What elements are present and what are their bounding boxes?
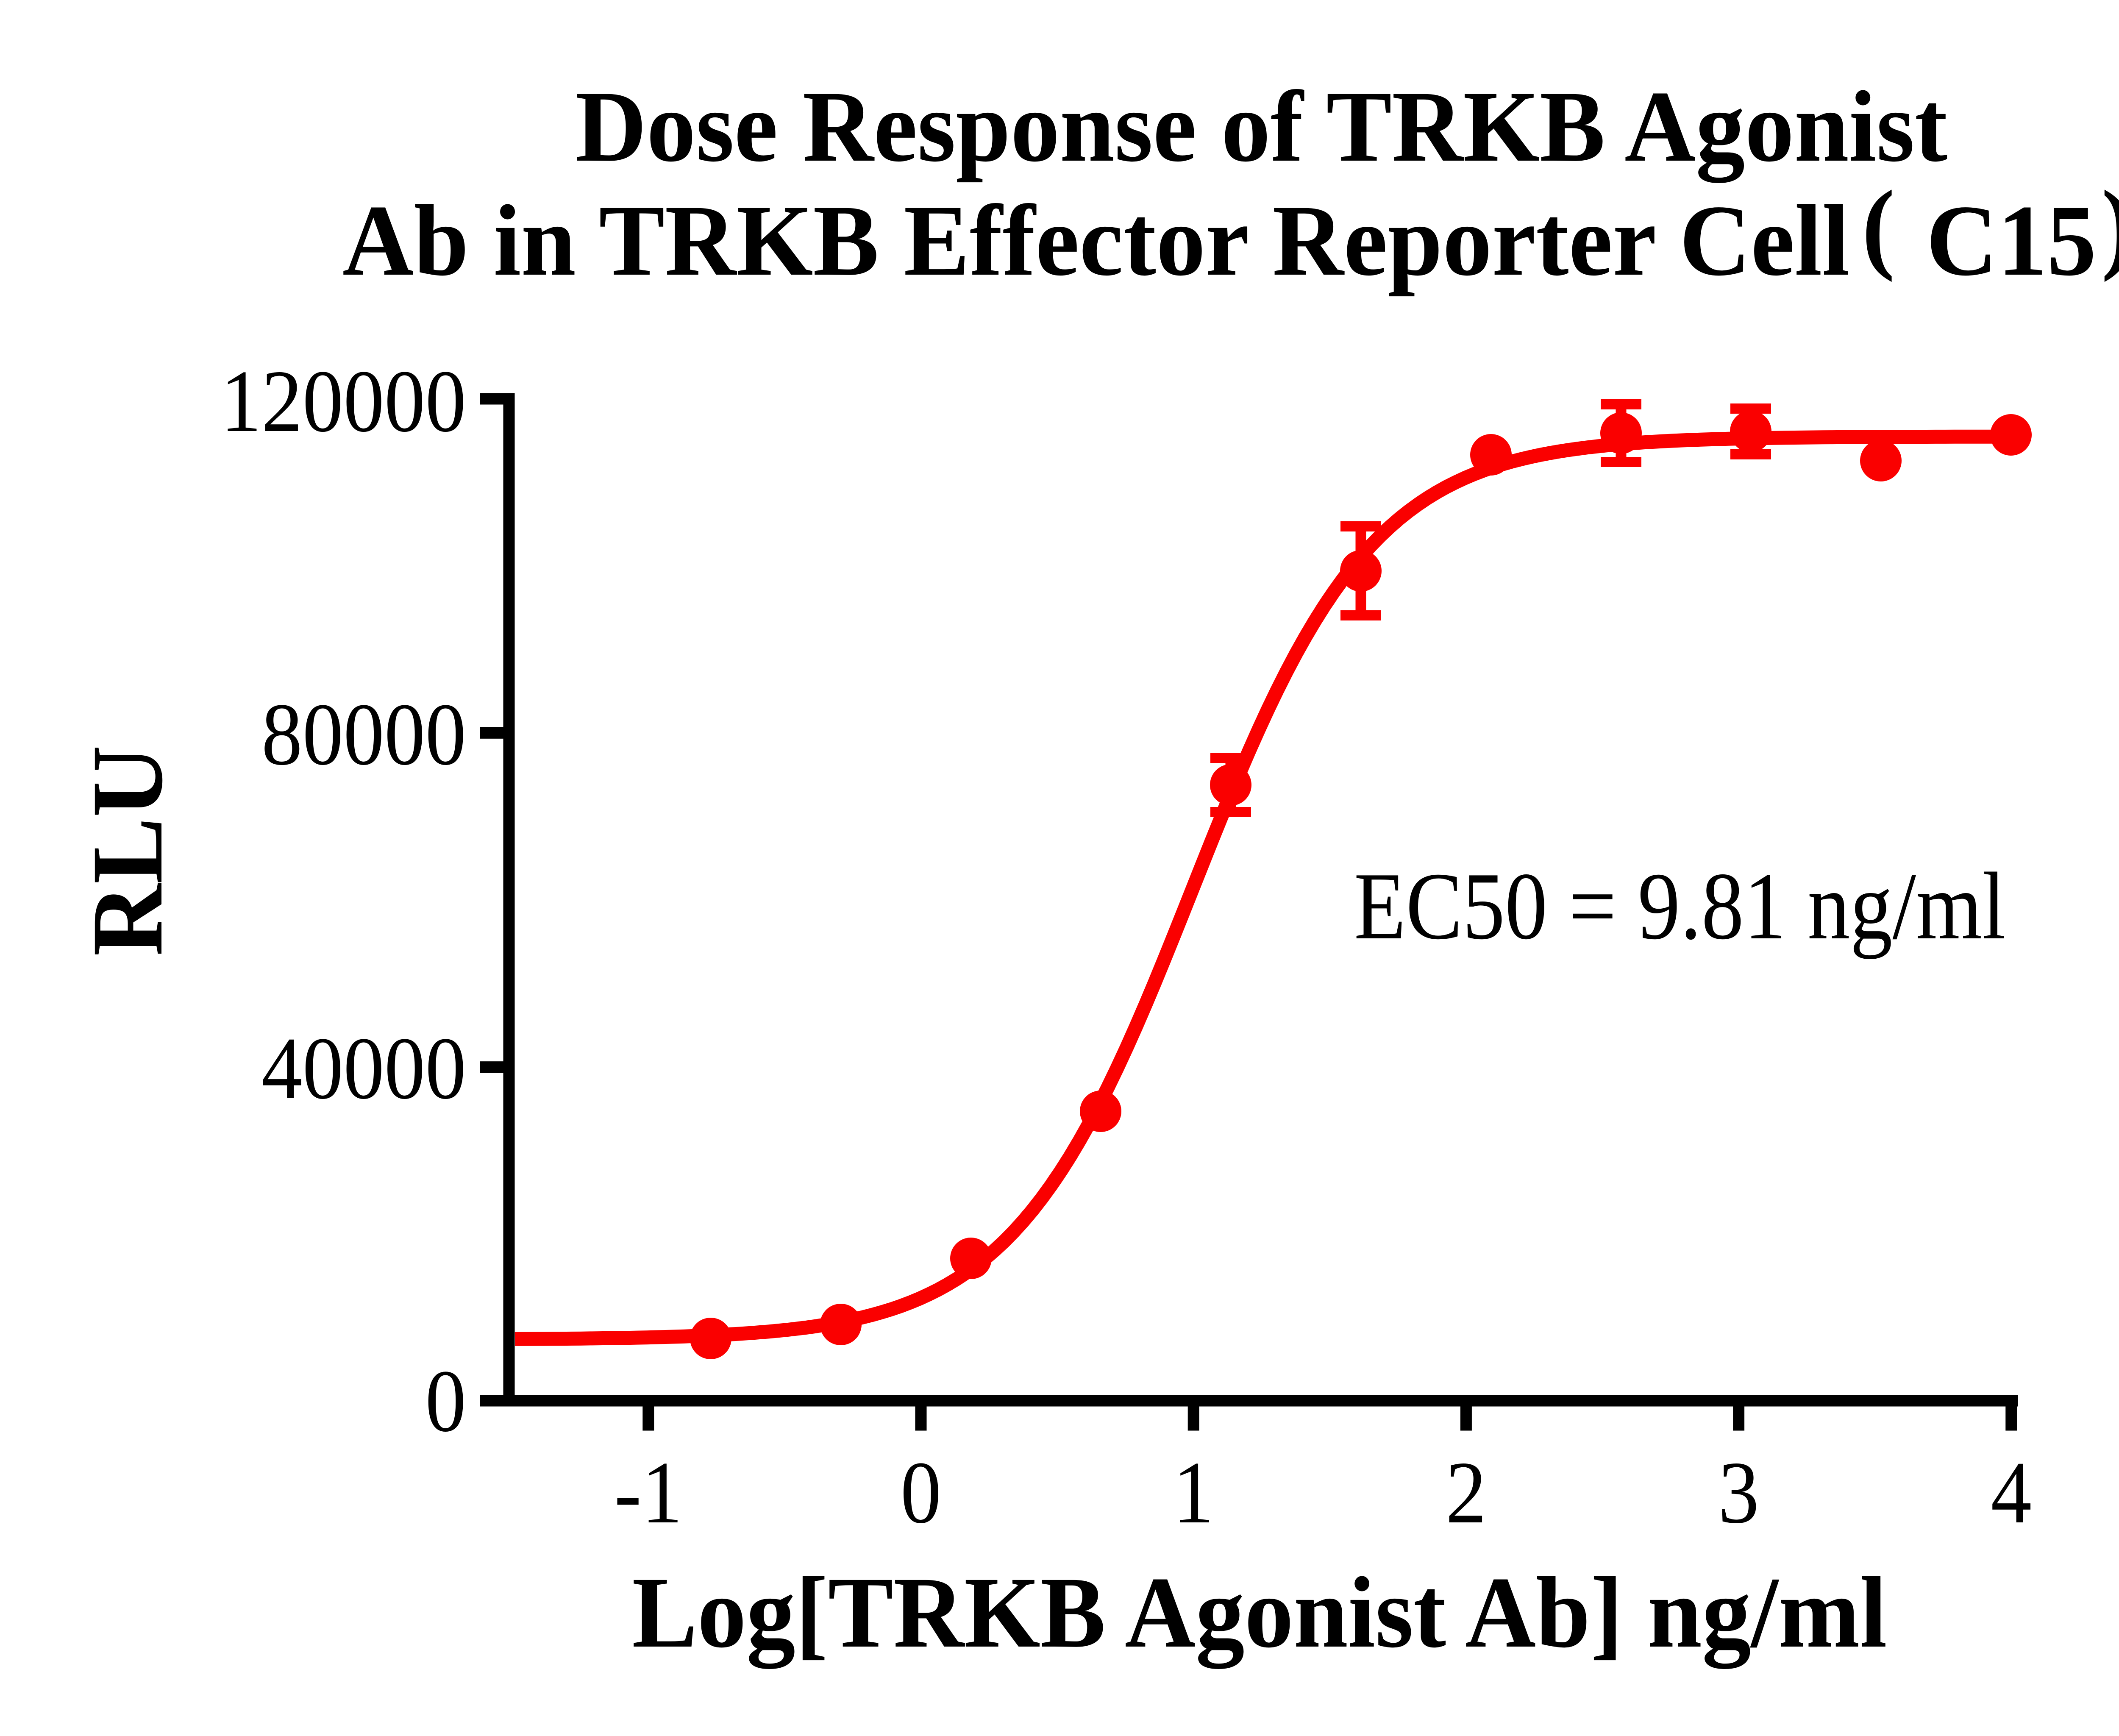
- svg-text:EC50 = 9.81 ng/ml: EC50 = 9.81 ng/ml: [1354, 853, 2006, 960]
- svg-text:RLU: RLU: [71, 745, 184, 956]
- svg-text:2: 2: [1446, 1443, 1487, 1542]
- svg-text:Ab in TRKB Effector Reporter C: Ab in TRKB Effector Reporter Cell(C15): [342, 170, 2119, 297]
- svg-text:40000: 40000: [261, 1019, 466, 1118]
- svg-text:4: 4: [1991, 1443, 2032, 1542]
- svg-text:Log[TRKB Agonist Ab] ng/ml: Log[TRKB Agonist Ab] ng/ml: [632, 1556, 1887, 1669]
- svg-text:0: 0: [425, 1352, 466, 1450]
- svg-text:-1: -1: [614, 1443, 682, 1542]
- svg-text:Dose Response of TRKB Agonist: Dose Response of TRKB Agonist: [576, 70, 1947, 183]
- svg-text:1: 1: [1173, 1443, 1214, 1542]
- svg-text:0: 0: [901, 1443, 942, 1542]
- svg-text:120000: 120000: [220, 352, 466, 451]
- svg-text:3: 3: [1718, 1443, 1759, 1542]
- svg-text:80000: 80000: [261, 685, 466, 784]
